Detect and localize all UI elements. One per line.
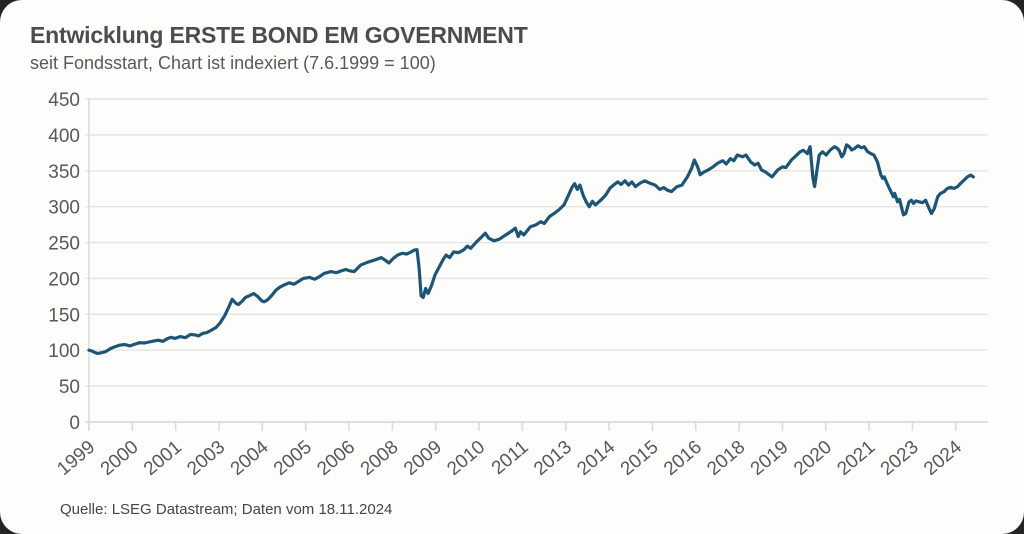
series-line <box>87 143 975 356</box>
x-tick-label: 2003 <box>183 437 229 480</box>
x-tick-label: 2018 <box>703 437 749 480</box>
x-tick-label: 2014 <box>573 436 619 480</box>
x-tick-label: 2000 <box>97 437 143 480</box>
y-tick-label: 0 <box>69 413 80 434</box>
chart-title: Entwicklung ERSTE BOND EM GOVERNMENT <box>30 22 528 48</box>
x-axis-labels: 1999200020012003200420052006200820092010… <box>53 436 966 480</box>
x-axis-ticks <box>88 422 957 431</box>
y-gridlines <box>85 98 988 423</box>
x-tick-label: 2001 <box>140 437 186 480</box>
y-tick-label: 200 <box>48 269 80 290</box>
y-tick-label: 250 <box>48 234 80 255</box>
y-axis-labels: 0 50 100 150 200 250 300 350 400 450 <box>48 90 80 434</box>
x-tick-label: 2020 <box>790 437 836 480</box>
x-tick-label: 2021 <box>833 437 879 480</box>
x-tick-label: 2011 <box>488 437 533 479</box>
x-tick-label: 2023 <box>877 437 923 480</box>
y-tick-label: 50 <box>59 377 80 398</box>
x-tick-label: 2019 <box>747 437 793 480</box>
x-tick-label: 2006 <box>313 437 359 480</box>
x-tick-label: 2008 <box>357 437 403 480</box>
x-tick-label: 2004 <box>227 436 273 480</box>
y-tick-label: 350 <box>48 162 80 183</box>
x-tick-label: 2016 <box>660 437 706 480</box>
y-tick-label: 300 <box>48 198 80 219</box>
chart-subtitle: seit Fondsstart, Chart ist indexiert (7.… <box>30 53 436 73</box>
x-tick-label: 2015 <box>617 437 663 480</box>
x-tick-label: 2013 <box>530 437 576 480</box>
x-tick-label: 2010 <box>443 437 489 480</box>
x-tick-label: 2009 <box>400 437 446 480</box>
x-tick-label: 2024 <box>920 436 966 480</box>
source-note: Quelle: LSEG Datastream; Daten vom 18.11… <box>60 501 393 518</box>
x-tick-label: 2005 <box>270 437 316 480</box>
y-tick-label: 450 <box>48 90 80 111</box>
y-tick-label: 100 <box>48 341 80 362</box>
y-tick-label: 150 <box>48 305 80 326</box>
x-tick-label: 1999 <box>53 437 99 480</box>
axes <box>85 99 988 431</box>
y-tick-label: 400 <box>48 126 80 147</box>
